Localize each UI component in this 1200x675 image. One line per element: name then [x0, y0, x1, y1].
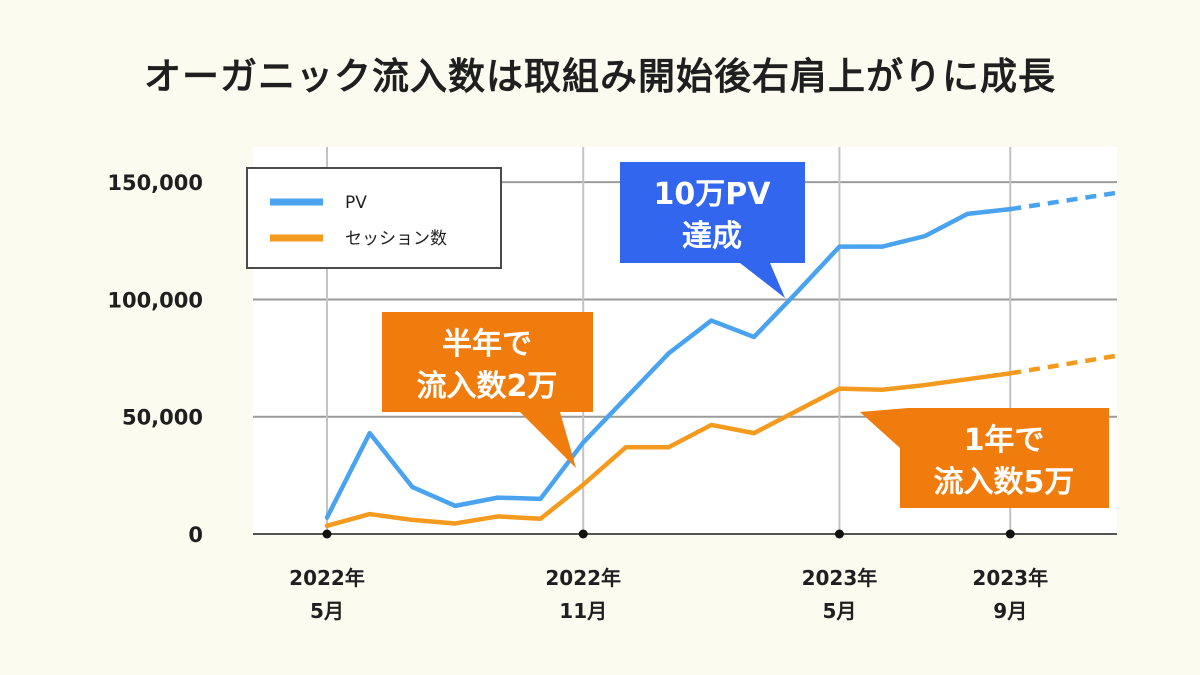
x-tick-dot: [578, 529, 588, 539]
callout-half-year-line1: 半年で: [442, 327, 532, 362]
x-tick-year-label: 2022年: [545, 566, 621, 590]
x-tick-dot: [1005, 529, 1015, 539]
x-tick-month-label: 5月: [310, 599, 344, 623]
x-tick-year-label: 2023年: [802, 566, 878, 590]
legend-box: [246, 167, 502, 269]
x-tick-month-label: 5月: [822, 599, 856, 623]
callout-half-year-line2: 流入数2万: [417, 369, 558, 404]
legend-label-sessions: セッション数: [345, 229, 447, 249]
x-tick-month-label: 9月: [993, 599, 1027, 623]
chart-title: オーガニック流入数は取組み開始後右肩上がりに成長: [144, 55, 1056, 98]
callout-10man-pv: 10万PV 達成: [620, 162, 805, 298]
callout-one-year-line1: 1年で: [964, 423, 1045, 458]
y-tick-label: 100,000: [107, 288, 203, 312]
callout-10man-pv-box: [620, 162, 805, 298]
callout-10man-pv-line2: 達成: [682, 219, 742, 254]
series-line-pv: [324, 206, 1013, 520]
x-tick-year-label: 2022年: [289, 566, 365, 590]
series-line-sessions: [324, 371, 1013, 529]
legend-label-pv: PV: [345, 193, 367, 213]
callout-half-year: 半年で 流入数2万: [382, 312, 593, 468]
x-tick-dot: [322, 529, 332, 539]
callout-one-year-line2: 流入数5万: [934, 465, 1075, 500]
legend: PV セッション数: [246, 167, 502, 269]
callout-10man-pv-line1: 10万PV: [654, 177, 772, 212]
callout-one-year-box: [860, 408, 1109, 508]
y-tick-label: 0: [188, 523, 203, 547]
x-tick-month-label: 11月: [559, 599, 607, 623]
x-tick-dot: [834, 529, 844, 539]
callout-half-year-box: [382, 312, 593, 468]
x-tick-year-label: 2023年: [972, 566, 1048, 590]
y-tick-label: 50,000: [122, 406, 203, 430]
callout-one-year: 1年で 流入数5万: [860, 408, 1109, 508]
y-tick-label: 150,000: [107, 171, 203, 195]
